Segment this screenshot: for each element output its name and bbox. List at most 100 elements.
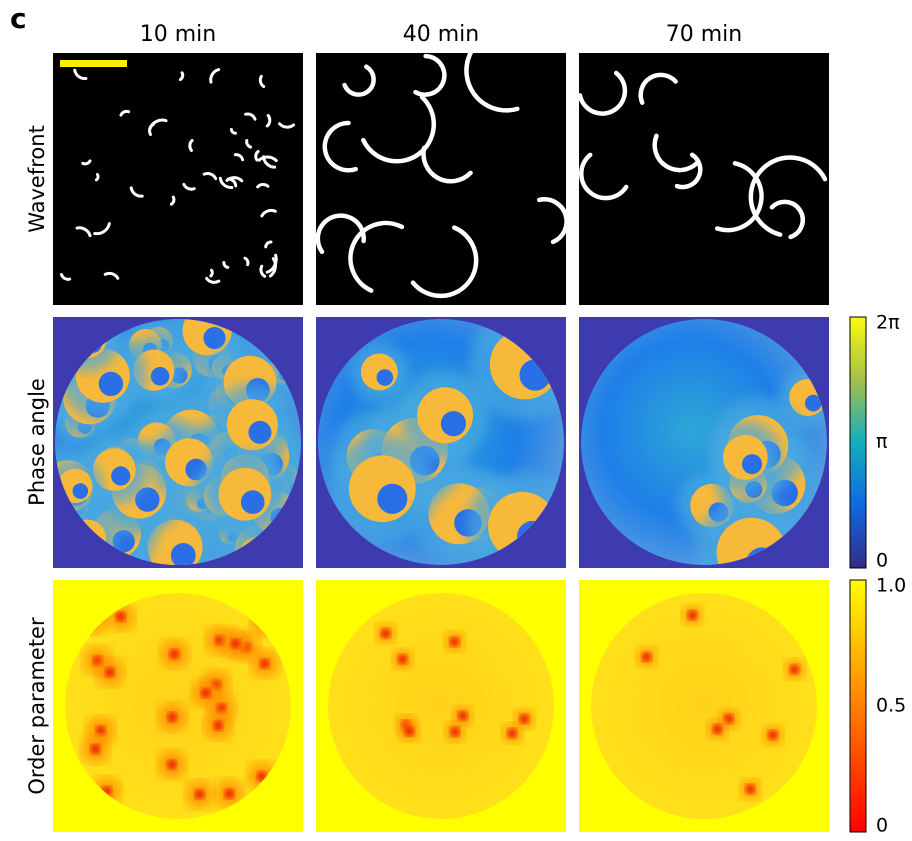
wavefront bbox=[254, 149, 260, 162]
defect bbox=[507, 728, 518, 739]
defect bbox=[457, 710, 468, 721]
wavefront bbox=[103, 271, 120, 280]
phase-spiral bbox=[150, 367, 170, 386]
wavefront bbox=[169, 195, 176, 206]
colorbar bbox=[849, 316, 867, 569]
defect bbox=[641, 651, 652, 662]
wavefront bbox=[413, 53, 447, 97]
wavefront bbox=[652, 133, 700, 173]
wavefront-image bbox=[53, 53, 303, 305]
wavefront bbox=[209, 268, 214, 278]
defect bbox=[789, 664, 800, 675]
wavefront bbox=[119, 109, 131, 117]
phase-spiral bbox=[135, 487, 160, 512]
phase-spiral bbox=[72, 483, 89, 499]
wavefront bbox=[257, 155, 278, 163]
wavefront bbox=[229, 127, 237, 135]
defect bbox=[712, 724, 723, 735]
colorbar bbox=[849, 579, 867, 833]
wavefront bbox=[265, 253, 278, 274]
wavefront bbox=[638, 72, 678, 105]
phase-spiral bbox=[741, 454, 763, 475]
colorbar-tick-label: 2π bbox=[876, 312, 900, 334]
defect bbox=[224, 788, 235, 799]
phase-spiral bbox=[111, 466, 131, 486]
wavefront bbox=[421, 145, 473, 184]
wavefront bbox=[577, 70, 628, 116]
phase-spiral bbox=[248, 420, 272, 444]
defect bbox=[449, 636, 460, 647]
defect bbox=[213, 720, 224, 731]
column-title: 40 min bbox=[403, 22, 479, 47]
colorbar-tick-label: 0 bbox=[876, 550, 888, 572]
wavefront bbox=[218, 176, 234, 189]
wavefront bbox=[94, 173, 100, 182]
phase-spiral bbox=[377, 483, 408, 514]
defect bbox=[767, 730, 778, 741]
wavefront bbox=[182, 182, 196, 191]
defect bbox=[216, 703, 227, 714]
wavefront-image bbox=[579, 53, 829, 305]
wavefront bbox=[81, 159, 92, 166]
wavefront bbox=[536, 197, 569, 245]
phase-spiral bbox=[376, 369, 394, 386]
defect bbox=[259, 658, 270, 669]
wavefront bbox=[268, 257, 277, 278]
wavefront bbox=[258, 74, 266, 89]
wavefront bbox=[769, 199, 805, 240]
phase-field bbox=[581, 319, 827, 565]
wavefront bbox=[178, 71, 185, 82]
wavefront bbox=[233, 153, 245, 162]
order-base bbox=[591, 593, 817, 819]
defect bbox=[115, 611, 126, 622]
wavefront bbox=[748, 155, 828, 237]
wavefront bbox=[73, 68, 88, 80]
wavefront bbox=[260, 208, 277, 218]
wavefront bbox=[265, 113, 272, 128]
panel-label: c bbox=[10, 2, 27, 35]
column-title: 10 min bbox=[140, 22, 216, 47]
defect bbox=[404, 726, 415, 737]
row-label: Phase angle bbox=[25, 378, 49, 506]
phase-spiral bbox=[170, 543, 196, 565]
wavefront bbox=[322, 120, 358, 173]
wavefront bbox=[59, 273, 72, 281]
scale-bar bbox=[60, 60, 127, 67]
defect bbox=[230, 638, 241, 649]
defect bbox=[745, 784, 756, 795]
phase-spiral bbox=[440, 411, 467, 437]
wavefront bbox=[278, 122, 296, 129]
wavefront bbox=[315, 213, 366, 255]
order-field bbox=[591, 593, 817, 819]
wavefront bbox=[188, 139, 194, 152]
wavefront bbox=[93, 222, 111, 236]
row-label: Order parameter bbox=[25, 617, 49, 795]
wavefront bbox=[262, 155, 277, 169]
defect bbox=[449, 726, 460, 737]
order-field bbox=[65, 593, 291, 819]
wavefront bbox=[222, 261, 230, 269]
wavefront bbox=[245, 139, 253, 149]
defect bbox=[166, 759, 177, 770]
wavefront bbox=[225, 176, 244, 183]
phase-spiral bbox=[112, 530, 135, 553]
defect bbox=[256, 771, 267, 782]
wavefront bbox=[715, 161, 764, 233]
defect bbox=[519, 713, 530, 724]
phase-spiral bbox=[203, 326, 226, 350]
colorbar-tick-label: π bbox=[876, 431, 887, 453]
wavefront bbox=[256, 183, 270, 189]
defect bbox=[200, 687, 211, 698]
order-base bbox=[328, 593, 554, 819]
wavefront bbox=[348, 220, 405, 293]
wavefront bbox=[342, 64, 376, 97]
wavefront bbox=[148, 122, 155, 136]
wavefront bbox=[410, 225, 479, 299]
wavefront bbox=[129, 186, 144, 198]
colorbar-tick-label: 1.0 bbox=[876, 575, 906, 597]
wavefront bbox=[259, 264, 267, 278]
wavefront bbox=[209, 68, 221, 84]
phase-spiral bbox=[804, 394, 822, 412]
defect bbox=[95, 725, 106, 736]
